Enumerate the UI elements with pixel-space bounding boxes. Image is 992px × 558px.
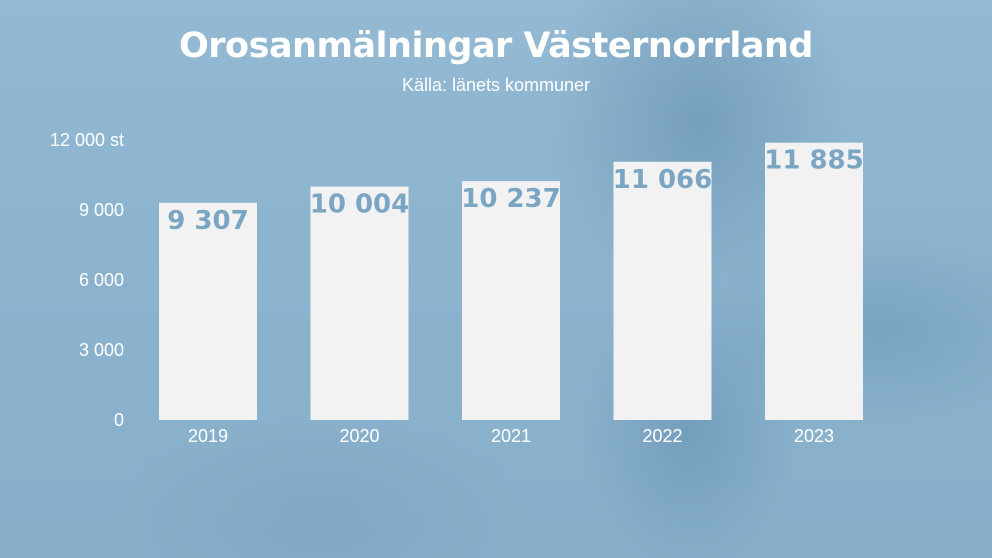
bar-2020 — [310, 186, 409, 420]
bar-2022 — [613, 161, 712, 420]
chart-title: Orosanmälningar Västernorrland — [179, 26, 813, 66]
bar-2021 — [462, 181, 560, 420]
value-label-2021: 10 237 — [461, 184, 561, 214]
x-tick-label-2021: 2021 — [491, 426, 531, 446]
value-labels: 9 307 10 004 10 237 11 066 11 885 — [167, 146, 863, 236]
y-tick-label: 0 — [114, 410, 124, 430]
x-axis: 2019 2020 2021 2022 2023 — [188, 426, 834, 446]
x-tick-label-2022: 2022 — [642, 426, 682, 446]
y-tick-label: 3 000 — [79, 340, 124, 360]
chart-subtitle: Källa: länets kommuner — [401, 75, 591, 95]
value-label-2020: 10 004 — [310, 190, 410, 220]
x-tick-label-2019: 2019 — [188, 426, 228, 446]
y-tick-label: 6 000 — [79, 270, 124, 290]
bars — [159, 142, 863, 420]
value-label-2023: 11 885 — [764, 146, 864, 176]
bar-2019 — [159, 202, 257, 420]
x-tick-label-2023: 2023 — [794, 426, 834, 446]
value-label-2022: 11 066 — [613, 165, 713, 195]
y-tick-label: 12 000 st — [50, 130, 124, 150]
y-axis: 0 3 000 6 000 9 000 12 000 st — [50, 130, 124, 430]
x-tick-label-2020: 2020 — [339, 426, 379, 446]
y-tick-label: 9 000 — [79, 200, 124, 220]
value-label-2019: 9 307 — [167, 206, 248, 236]
bar-2023 — [765, 142, 863, 420]
